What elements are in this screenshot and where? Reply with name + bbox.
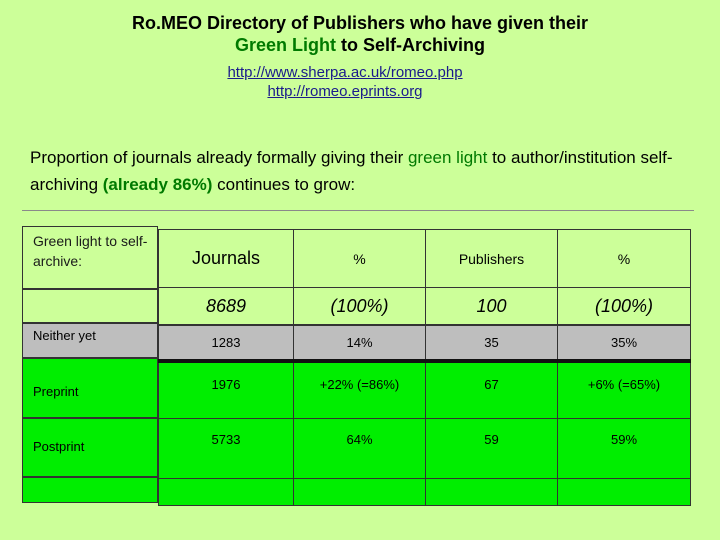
total-journals: 8689 xyxy=(158,287,294,326)
intro-green-light: green light xyxy=(407,148,488,167)
header-journals: Journals xyxy=(158,229,294,288)
table-cell: 35% xyxy=(557,324,691,363)
label-header: Green light to self-archive: xyxy=(22,226,158,289)
table-cell: 1976 xyxy=(158,360,294,419)
table-cell: 5733 xyxy=(158,418,294,479)
total-publishers: 100 xyxy=(425,287,558,326)
eprints-link[interactable]: http://romeo.eprints.org xyxy=(267,83,423,100)
table-row: 1976 +22% (=86%) 67 +6% (=65%) xyxy=(158,360,691,419)
header-journals-pct: % xyxy=(293,229,426,288)
intro-part-2: to author/institution self-archiving xyxy=(30,148,673,194)
title-line-2: Green Light to Self-Archiving xyxy=(0,34,720,56)
total-journals-pct: (100%) xyxy=(293,287,426,326)
title-line-2-rest: to Self-Archiving xyxy=(336,35,486,55)
table-row-empty xyxy=(158,478,691,506)
table-cell: +22% (=86%) xyxy=(293,360,426,419)
table-cell: 67 xyxy=(425,360,558,419)
table-cell: 64% xyxy=(293,418,426,479)
title-line-1: Ro.MEO Directory of Publishers who have … xyxy=(131,13,589,33)
intro-part-3: continues to grow: xyxy=(212,175,356,194)
label-preprint: Preprint xyxy=(22,358,158,418)
table-header-row: Journals % Publishers % xyxy=(158,229,691,288)
divider xyxy=(22,210,694,211)
intro-part-1: Proportion of journals already formally … xyxy=(30,148,408,167)
label-postprint: Postprint xyxy=(22,418,158,477)
table-cell: 59% xyxy=(557,418,691,479)
table-cell: 35 xyxy=(425,324,558,363)
sherpa-link[interactable]: http://www.sherpa.ac.uk/romeo.php xyxy=(227,64,463,81)
table-cell-empty xyxy=(158,478,294,506)
table-cell: +6% (=65%) xyxy=(557,360,691,419)
total-publishers-pct: (100%) xyxy=(557,287,691,326)
table-cell: 59 xyxy=(425,418,558,479)
intro-text: Proportion of journals already formally … xyxy=(30,144,690,198)
label-blank xyxy=(22,289,158,323)
links-block: http://www.sherpa.ac.uk/romeo.php http:/… xyxy=(0,63,690,101)
stats-table: Journals % Publishers % 8689 (100%) 100 … xyxy=(158,229,691,506)
title-green-light: Green Light xyxy=(234,35,336,55)
table-row: 1283 14% 35 35% xyxy=(158,324,691,363)
table-cell-empty xyxy=(293,478,426,506)
table-cell-empty xyxy=(425,478,558,506)
table-cell: 1283 xyxy=(158,324,294,363)
table-row: 5733 64% 59 59% xyxy=(158,418,691,479)
table-row-totals: 8689 (100%) 100 (100%) xyxy=(158,287,691,326)
label-empty-last xyxy=(22,477,158,503)
header-publishers-pct: % xyxy=(557,229,691,288)
intro-already: (already 86%) xyxy=(102,175,213,194)
page-title: Ro.MEO Directory of Publishers who have … xyxy=(0,12,720,56)
label-neither: Neither yet xyxy=(22,323,158,358)
table-cell-empty xyxy=(557,478,691,506)
table-cell: 14% xyxy=(293,324,426,363)
header-publishers: Publishers xyxy=(425,229,558,288)
